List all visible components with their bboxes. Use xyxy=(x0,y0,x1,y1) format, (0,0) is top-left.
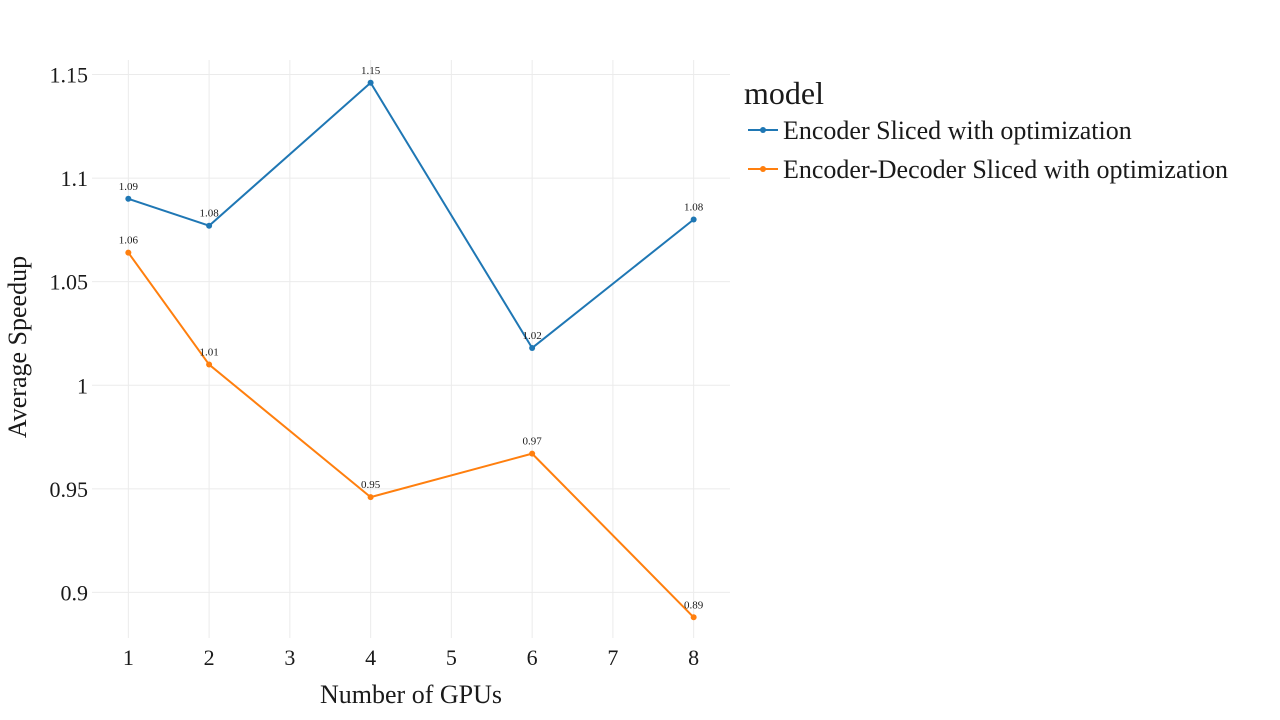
data-label: 1.09 xyxy=(119,181,139,193)
series-line-2 xyxy=(127,251,695,619)
legend-label: Encoder Sliced with optimization xyxy=(783,116,1132,145)
series-2-point xyxy=(690,614,697,621)
series-1-point xyxy=(690,216,697,223)
x-tick-label: 4 xyxy=(365,645,376,670)
y-tick-label: 1.05 xyxy=(50,270,89,295)
y-tick-label: 0.9 xyxy=(61,580,89,605)
x-tick-label: 5 xyxy=(446,645,457,670)
data-label: 0.97 xyxy=(523,436,543,448)
legend-key-point xyxy=(760,127,766,133)
y-tick-label: 0.95 xyxy=(50,477,89,502)
legend-key-point xyxy=(760,166,766,172)
data-label-layer: 1.09 1.08 1.15 1.02 1.08 1.06 1.01 0.95 0.97 0.89 xyxy=(119,65,704,611)
legend-label: Encoder-Decoder Sliced with optimization xyxy=(783,155,1228,184)
series-1-point xyxy=(206,222,213,229)
y-tick-label: 1.1 xyxy=(61,166,89,191)
series-2-point xyxy=(206,361,213,368)
data-label: 0.95 xyxy=(361,479,381,491)
series-1-point xyxy=(529,344,536,351)
x-tick-label: 8 xyxy=(688,645,699,670)
data-label: 1.02 xyxy=(523,330,542,342)
x-tick-label: 6 xyxy=(527,645,538,670)
data-label: 1.06 xyxy=(119,235,139,247)
series-2-point xyxy=(125,249,132,256)
series-2-point xyxy=(367,494,374,501)
data-label: 1.08 xyxy=(684,202,704,214)
series-layer xyxy=(125,79,697,621)
data-label: 1.01 xyxy=(199,347,218,359)
x-tick-label: 1 xyxy=(123,645,134,670)
x-tick-label: 7 xyxy=(607,645,618,670)
y-tick-label: 1 xyxy=(77,373,88,398)
data-label: 1.08 xyxy=(199,208,219,220)
x-tick-label: 3 xyxy=(284,645,295,670)
legend-title: model xyxy=(744,75,824,111)
series-2-point xyxy=(529,450,536,457)
data-label: 1.15 xyxy=(361,65,381,77)
y-tick-label: 1.15 xyxy=(50,63,89,88)
legend: model Encoder Sliced with optimization Enc… xyxy=(744,75,1228,184)
axis-layer: 1 2 3 4 5 6 7 8 0.9 0.95 1 1.05 1.1 1.15 Number of GPU… xyxy=(3,63,699,709)
data-label: 0.89 xyxy=(684,599,704,611)
series-1-point xyxy=(367,79,374,86)
series-1-point xyxy=(125,195,132,202)
grid-layer xyxy=(92,60,730,638)
x-axis-title: Number of GPUs xyxy=(320,680,502,709)
x-tick-label: 2 xyxy=(204,645,215,670)
y-axis-title: Average Speedup xyxy=(3,256,32,438)
